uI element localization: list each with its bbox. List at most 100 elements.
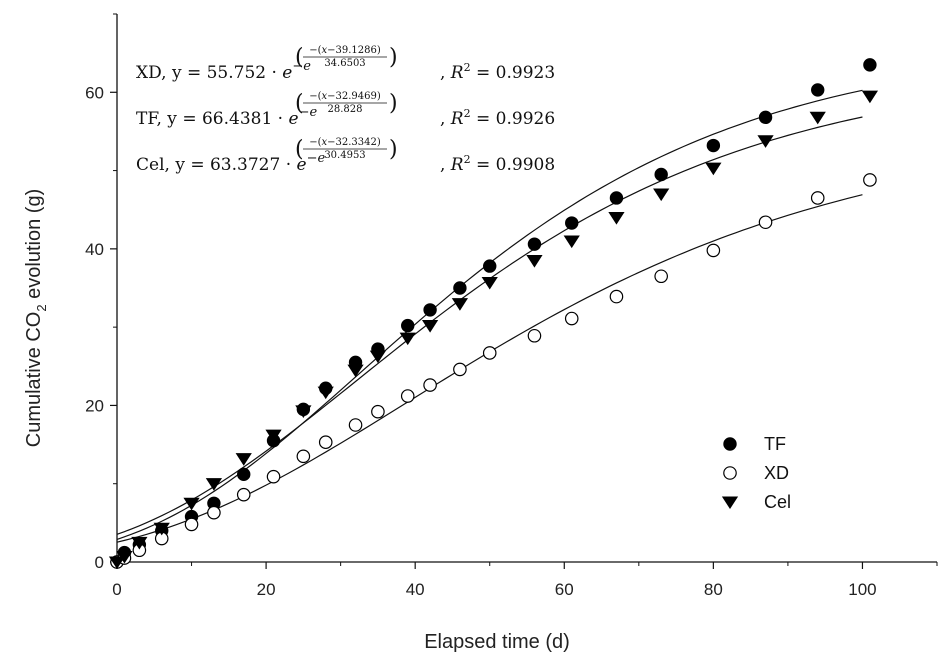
point-cel-8 — [295, 405, 312, 418]
fit-curve-xd — [116, 194, 863, 543]
point-xd-19 — [654, 269, 668, 284]
equation-paren-left-xd: ( — [295, 45, 304, 70]
point-xd-5 — [207, 505, 221, 520]
point-tf-15 — [483, 259, 497, 273]
y-axis-title-part-2: evolution (g) — [23, 189, 45, 305]
equation-r2-cel: , 𝑅2 = 0.9908 — [440, 153, 555, 175]
point-tf-21 — [758, 110, 773, 125]
point-xd-21 — [758, 215, 773, 230]
equation-exp-inner-xd: −𝑒 — [292, 59, 311, 74]
equation-label-xd: XD — [136, 63, 161, 83]
y-axis-title: Cumulative CO2 evolution (g) — [23, 189, 49, 447]
point-cel-12 — [399, 332, 416, 346]
point-tf-22 — [811, 83, 825, 97]
y-tick-label-0: 0 — [95, 553, 104, 572]
point-xd-18 — [609, 289, 624, 304]
equation-paren-left-cel: ( — [295, 137, 304, 162]
fit-equations: XD, y = 55.752 · 𝑒−𝑒 −(𝑥−39.1286) 34.6503 (… — [136, 45, 555, 175]
equation-tf: TF, y = 66.4381 · 𝑒−𝑒 −(𝑥−32.9469) 28.828 (… — [136, 91, 555, 129]
point-cel-4 — [183, 497, 200, 511]
point-tf-6 — [237, 467, 251, 482]
point-cel-20 — [705, 162, 722, 176]
point-xd-16 — [527, 328, 542, 343]
equation-numerator-tf: −(𝑥−32.9469) — [309, 91, 381, 102]
series-tf — [110, 58, 877, 569]
equation-r2-label-cel: , 𝑅 — [440, 155, 464, 175]
point-tf-18 — [609, 191, 624, 205]
legend-label-tf: TF — [764, 434, 786, 454]
point-xd-23 — [863, 173, 877, 187]
equation-r2-exp-tf: 2 — [464, 107, 471, 120]
fit-curve-cel — [116, 116, 863, 535]
x-tick-label-60: 60 — [555, 580, 574, 599]
y-tick-label-60: 60 — [85, 83, 104, 102]
point-xd-15 — [482, 346, 497, 360]
legend-label-xd: XD — [764, 463, 789, 483]
point-cel-16 — [526, 255, 543, 268]
equation-sep-tf: , y = — [157, 109, 202, 129]
point-cel-10 — [347, 364, 364, 378]
point-xd-22 — [810, 191, 825, 205]
equation-r2-label-xd: , 𝑅 — [440, 63, 464, 83]
series-xd — [110, 173, 877, 569]
point-cel-5 — [205, 478, 223, 491]
equation-label-cel: Cel — [136, 155, 165, 175]
point-tf-12 — [401, 318, 415, 333]
point-cel-18 — [608, 212, 625, 225]
point-tf-14 — [453, 281, 467, 295]
equation-xd: XD, y = 55.752 · 𝑒−𝑒 −(𝑥−39.1286) 34.6503 (… — [136, 45, 555, 83]
equation-paren-right-cel: ) — [389, 137, 398, 162]
equation-fraction-cel: −(𝑥−32.3342) 30.4953 () — [295, 137, 398, 162]
point-cel-22 — [809, 111, 826, 125]
legend-label-cel: Cel — [764, 492, 791, 512]
equation-label-tf: TF — [136, 109, 159, 129]
point-cel-7 — [265, 429, 282, 443]
equation-exp-inner-cel: −𝑒 — [307, 151, 326, 166]
point-xd-13 — [423, 378, 437, 392]
equation-r2-exp-xd: 2 — [464, 61, 471, 74]
point-cel-9 — [317, 386, 334, 400]
equation-paren-right-tf: ) — [389, 91, 398, 116]
equation-r2-tf: , 𝑅2 = 0.9926 — [440, 107, 555, 129]
x-axis-title: Elapsed time (d) — [424, 631, 570, 653]
point-cel-14 — [451, 298, 469, 311]
equation-numerator-xd: −(𝑥−39.1286) — [309, 45, 381, 56]
equation-denominator-tf: 28.828 — [328, 104, 363, 115]
equation-r2-eq-cel: = — [471, 155, 496, 175]
point-cel-23 — [861, 90, 879, 104]
equation-main-cel: Cel, y = 63.3727 · 𝑒−𝑒 — [136, 151, 325, 175]
equation-sep-cel: , y = — [165, 155, 210, 175]
equation-denominator-xd: 34.6503 — [324, 58, 365, 69]
point-xd-17 — [564, 311, 579, 326]
legend-marker-tf — [723, 437, 737, 451]
point-xd-14 — [453, 362, 467, 377]
equation-r2-value-xd: 0.9923 — [496, 63, 555, 83]
legend: TF XD Cel — [721, 434, 791, 512]
series-cel — [108, 90, 879, 570]
equation-main-xd: XD, y = 55.752 · 𝑒−𝑒 — [136, 59, 311, 83]
equation-main-tf: TF, y = 66.4381 · 𝑒−𝑒 — [136, 105, 317, 129]
legend-item-xd: XD — [723, 463, 789, 483]
axes: 0 20 40 60 80 100 0 20 40 60 Elapsed time (d) Cumul… — [23, 13, 938, 653]
point-cel-17 — [563, 235, 580, 249]
legend-item-cel: Cel — [721, 492, 791, 512]
point-tf-17 — [565, 216, 579, 230]
point-xd-12 — [400, 389, 415, 403]
equation-coef-tf: 66.4381 — [202, 109, 272, 129]
point-cel-19 — [653, 188, 670, 202]
x-tick-label-20: 20 — [257, 580, 276, 599]
point-cel-11 — [369, 350, 387, 364]
data-markers — [108, 58, 879, 570]
point-cel-2 — [131, 536, 148, 550]
point-cel-0 — [108, 556, 126, 570]
equation-cel: Cel, y = 63.3727 · 𝑒−𝑒 −(𝑥−32.3342) 30.495… — [136, 137, 555, 175]
equation-fraction-xd: −(𝑥−39.1286) 34.6503 () — [295, 45, 398, 70]
equation-r2-exp-cel: 2 — [464, 153, 471, 166]
x-tick-label-100: 100 — [848, 580, 876, 599]
point-tf-23 — [863, 58, 877, 72]
y-tick-label-20: 20 — [85, 396, 104, 415]
equation-r2-value-cel: 0.9908 — [496, 155, 555, 175]
equation-denominator-cel: 30.4953 — [324, 150, 365, 161]
equation-coef-cel: 63.3727 — [210, 155, 280, 175]
